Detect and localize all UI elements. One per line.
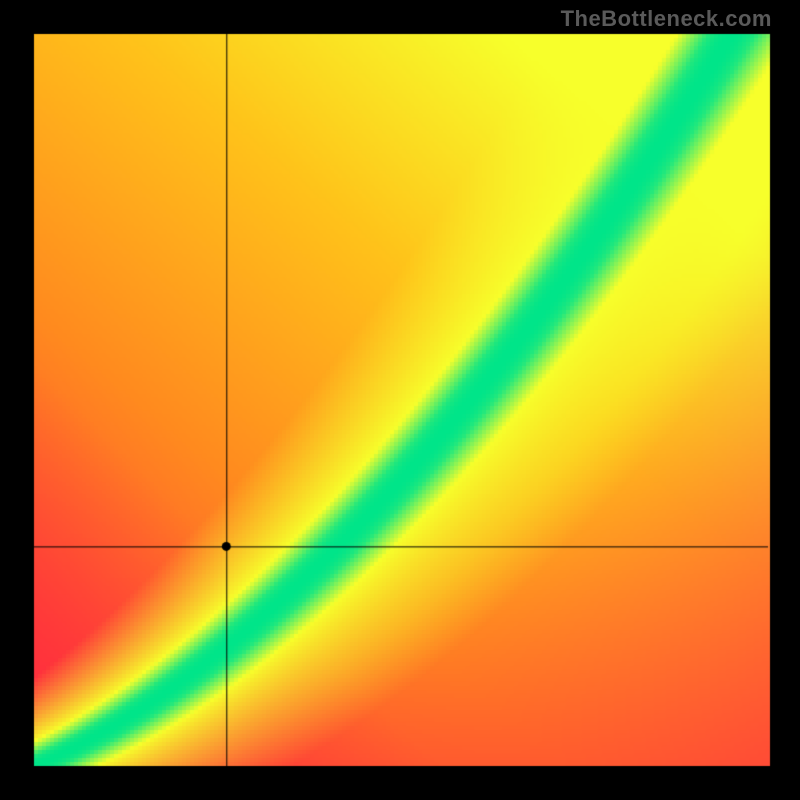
heatmap-canvas (0, 0, 800, 800)
watermark-text: TheBottleneck.com (561, 6, 772, 32)
